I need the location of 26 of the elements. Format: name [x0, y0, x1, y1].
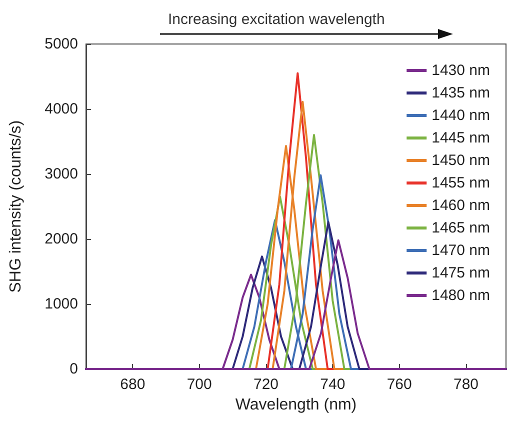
- legend-label: 1455 nm: [432, 174, 490, 192]
- x-tick-label: 760: [386, 376, 412, 393]
- x-tick-label: 740: [320, 376, 346, 393]
- legend-label: 1465 nm: [432, 220, 490, 236]
- x-tick-label: 720: [253, 376, 279, 393]
- x-tick-label: 680: [120, 376, 146, 393]
- x-tick-label: 780: [453, 376, 479, 393]
- y-tick-label: 2000: [44, 230, 78, 248]
- legend-label: 1480 nm: [432, 287, 490, 304]
- x-tick-label: 700: [186, 376, 212, 393]
- legend-label: 1440 nm: [432, 107, 490, 124]
- y-tick-label: 1000: [44, 296, 78, 312]
- legend-label: 1445 nm: [432, 130, 490, 146]
- y-tick-label: 4000: [44, 100, 78, 118]
- legend-label: 1475 nm: [432, 264, 490, 282]
- y-tick-label: 5000: [44, 36, 78, 52]
- y-tick-label: 3000: [44, 166, 78, 182]
- y-tick-label: 0: [70, 360, 78, 378]
- y-axis-title: SHG intensity (counts/s): [8, 120, 24, 293]
- text: Increasing excitation wavelength: [168, 11, 385, 28]
- x-axis-title: Wavelength (nm): [235, 396, 357, 414]
- legend-label: 1470 nm: [432, 242, 490, 259]
- legend-label: 1435 nm: [432, 84, 490, 102]
- legend-label: 1430 nm: [432, 62, 490, 79]
- legend-label: 1460 nm: [432, 197, 490, 214]
- legend-label: 1450 nm: [432, 152, 490, 169]
